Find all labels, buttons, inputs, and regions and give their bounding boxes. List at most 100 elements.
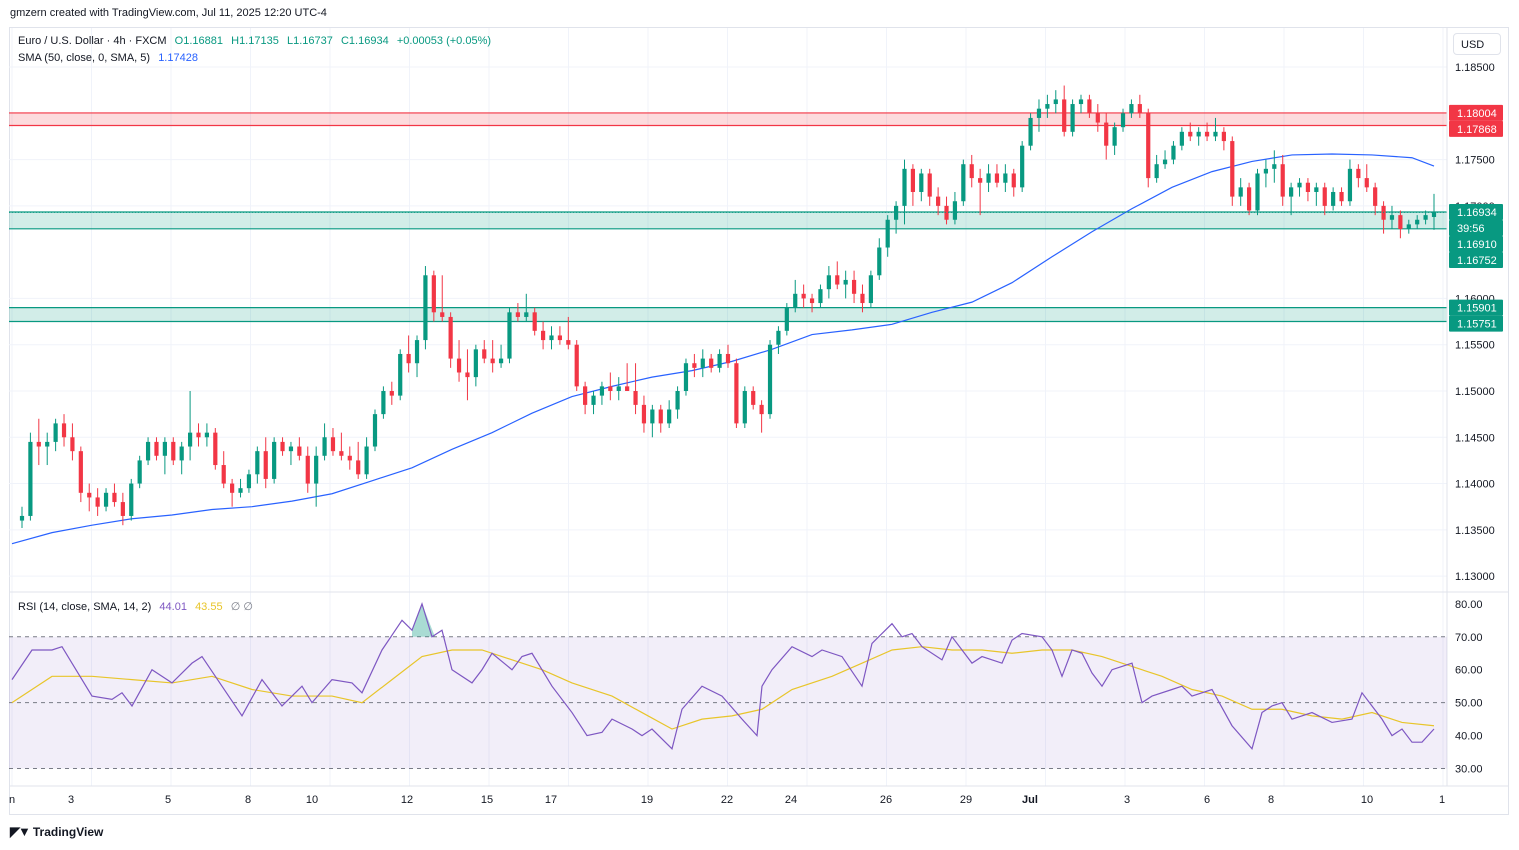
- candle-body: [246, 474, 252, 489]
- candle-body: [700, 358, 705, 368]
- rsi-axis-label: 30.00: [1455, 764, 1483, 776]
- candle-body: [53, 423, 58, 442]
- candle-body: [263, 451, 268, 479]
- candle-body: [78, 451, 83, 493]
- brand-name: TradingView: [32, 825, 104, 839]
- candle: [1154, 154, 1159, 183]
- candle: [1196, 127, 1201, 146]
- currency-button[interactable]: USD: [1453, 33, 1501, 55]
- candle-body: [1112, 127, 1117, 146]
- candle-body: [1356, 168, 1361, 179]
- candle: [137, 455, 142, 489]
- tradingview-brand[interactable]: ◤▼ TradingView: [10, 824, 103, 840]
- candle-body: [1221, 131, 1226, 142]
- price-axis[interactable]: 1.185001.175001.170001.160001.155001.150…: [1455, 62, 1495, 583]
- candle: [1104, 113, 1109, 160]
- candle-body: [28, 441, 33, 516]
- rsi-axis[interactable]: 80.00 70.00 60.00 50.00 40.00 30.00: [1455, 599, 1483, 776]
- candle: [835, 261, 840, 290]
- candle-body: [751, 390, 756, 405]
- time-axis-label: 29: [960, 794, 972, 806]
- rsi-extra-values: ∅ ∅: [230, 601, 253, 613]
- candle-body: [1179, 131, 1184, 146]
- candle: [482, 340, 487, 364]
- candle: [507, 307, 512, 364]
- time-axis-label: 19: [641, 794, 653, 806]
- candle: [574, 340, 579, 391]
- candle: [650, 404, 655, 438]
- candle: [725, 344, 731, 368]
- candle: [801, 284, 806, 308]
- candle-body: [1263, 168, 1269, 174]
- candle: [566, 316, 571, 350]
- candle: [204, 423, 210, 447]
- candle: [1062, 85, 1067, 137]
- candle-body: [1322, 187, 1327, 206]
- candle-body: [1204, 131, 1210, 137]
- candle: [87, 483, 92, 512]
- candle-body: [372, 414, 378, 447]
- candle-body: [583, 386, 588, 405]
- price-badge-label: 1.18004: [1457, 108, 1497, 120]
- candle: [297, 437, 302, 461]
- candle-body: [1331, 191, 1336, 206]
- candle: [919, 168, 924, 202]
- candle: [398, 349, 403, 401]
- candle: [288, 441, 294, 466]
- candle-body: [809, 298, 815, 304]
- chart-credit: gmzern created with TradingView.com, Jul…: [10, 7, 327, 19]
- candle-body: [1347, 168, 1353, 202]
- candle: [658, 404, 663, 433]
- candle-body: [1011, 173, 1016, 188]
- candle-body: [1415, 219, 1420, 225]
- symbol-name[interactable]: Euro / U.S. Dollar · 4h · FXCM: [18, 35, 167, 47]
- price-badge-bg: [1449, 219, 1503, 236]
- rsi-value: 44.01: [159, 601, 187, 613]
- price-badge-bg: [1449, 299, 1503, 316]
- candle: [1087, 94, 1092, 118]
- candlesticks: [19, 85, 1437, 528]
- candle-body: [557, 335, 563, 341]
- candle: [1389, 205, 1395, 230]
- candle-body: [1062, 99, 1067, 132]
- candle: [1146, 108, 1151, 188]
- candle-body: [272, 441, 277, 479]
- time-axis[interactable]: n 3 5 8 10 12 15 17 19 22 24 26 29 Jul 3 6 8 10 1: [9, 794, 1445, 806]
- candle: [1095, 104, 1100, 132]
- rsi-label[interactable]: RSI (14, close, SMA, 14, 2): [18, 601, 152, 613]
- candle: [1398, 210, 1403, 239]
- price-axis-label: 1.15000: [1455, 386, 1495, 398]
- candle: [675, 386, 680, 419]
- candle-body: [95, 497, 100, 507]
- candle-body: [1246, 187, 1252, 211]
- candle: [893, 201, 899, 234]
- candle: [1246, 182, 1252, 216]
- candle: [843, 270, 848, 299]
- price-badge-label: 1.16752: [1457, 255, 1497, 267]
- candle-body: [936, 196, 941, 206]
- candle-body: [482, 349, 487, 359]
- candle: [1137, 94, 1142, 118]
- candle: [238, 478, 243, 498]
- candle-body: [507, 312, 512, 359]
- candle-body: [801, 293, 806, 299]
- candle-body: [927, 173, 932, 197]
- price-badge-label: 1.16910: [1457, 239, 1497, 251]
- candle-body: [978, 178, 983, 183]
- candle: [767, 340, 773, 419]
- candle: [1263, 159, 1269, 188]
- candle: [322, 423, 327, 461]
- candle-body: [423, 275, 428, 341]
- candle-body: [1272, 164, 1277, 169]
- sma-label[interactable]: SMA (50, close, 0, SMA, 5): [18, 52, 151, 64]
- candle-body: [398, 353, 403, 396]
- candle-body: [381, 390, 386, 415]
- candle-body: [431, 275, 436, 313]
- candle: [330, 428, 336, 456]
- candle: [1230, 136, 1235, 206]
- candle: [221, 451, 226, 489]
- candle: [498, 344, 504, 368]
- candle: [347, 446, 352, 470]
- candle: [868, 270, 873, 308]
